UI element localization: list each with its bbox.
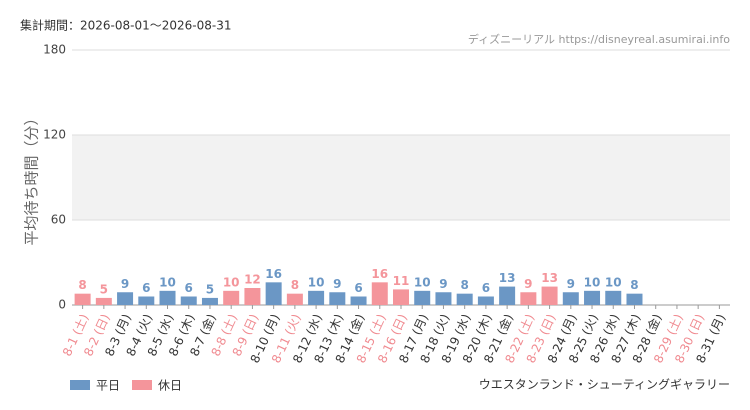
bar: [477, 296, 494, 305]
y-tick-label: 60: [51, 213, 66, 227]
value-label: 12: [244, 273, 261, 287]
value-label: 13: [541, 271, 558, 285]
y-tick-label: 0: [58, 298, 66, 312]
bar: [265, 282, 282, 305]
bar: [329, 292, 346, 305]
value-label: 8: [630, 278, 638, 292]
value-label: 11: [393, 274, 410, 288]
y-tick-label: 180: [43, 43, 66, 57]
value-label: 9: [439, 277, 447, 291]
value-label: 6: [482, 281, 490, 295]
bar: [393, 289, 409, 305]
bar: [435, 292, 452, 305]
bar: [499, 286, 516, 305]
chart-subtitle: 集計期間：2026-08-01〜2026-08-31: [20, 18, 231, 33]
value-label: 6: [354, 281, 362, 295]
bar: [626, 293, 643, 305]
bar: [584, 290, 601, 305]
legend-swatch: [132, 380, 152, 390]
bar: [95, 297, 112, 305]
chart-title: ウエスタンランド・シューティングギャラリー: [479, 378, 730, 392]
bar: [180, 296, 197, 305]
legend-label: 平日: [96, 379, 120, 393]
bar: [74, 293, 91, 305]
bar: [541, 286, 558, 305]
value-label: 5: [100, 282, 108, 296]
bar: [371, 282, 388, 305]
bar: [286, 293, 303, 305]
bar: [223, 290, 240, 305]
bar: [201, 297, 218, 305]
y-axis-label: 平均待ち時間（分）: [23, 110, 41, 245]
value-label: 8: [78, 278, 86, 292]
bar: [159, 290, 176, 305]
value-label: 10: [414, 275, 431, 289]
value-label: 16: [265, 267, 282, 281]
bar: [414, 290, 431, 305]
value-label: 9: [333, 277, 341, 291]
bar: [605, 290, 622, 305]
value-label: 6: [185, 281, 193, 295]
value-label: 6: [142, 281, 150, 295]
value-label: 9: [524, 277, 532, 291]
value-label: 13: [499, 271, 516, 285]
source: ディズニーリアル https://disneyreal.asumirai.inf…: [468, 32, 730, 46]
grid-band: [72, 135, 730, 220]
bar: [308, 290, 325, 305]
value-label: 10: [584, 275, 601, 289]
value-label: 9: [567, 277, 575, 291]
bar: [117, 292, 134, 305]
value-label: 9: [121, 277, 129, 291]
y-tick-label: 120: [43, 128, 66, 142]
legend-swatch: [70, 380, 90, 390]
bar: [456, 293, 473, 305]
value-label: 10: [223, 275, 240, 289]
bar: [520, 292, 537, 305]
legend-label: 休日: [158, 379, 182, 393]
value-label: 10: [159, 275, 176, 289]
value-label: 10: [605, 275, 622, 289]
bar: [350, 296, 367, 305]
bar: [138, 296, 155, 305]
value-label: 10: [308, 275, 325, 289]
value-label: 5: [206, 282, 214, 296]
bar: [562, 292, 579, 305]
value-label: 16: [371, 267, 388, 281]
bar: [244, 288, 261, 305]
value-label: 8: [291, 278, 299, 292]
value-label: 8: [460, 278, 468, 292]
